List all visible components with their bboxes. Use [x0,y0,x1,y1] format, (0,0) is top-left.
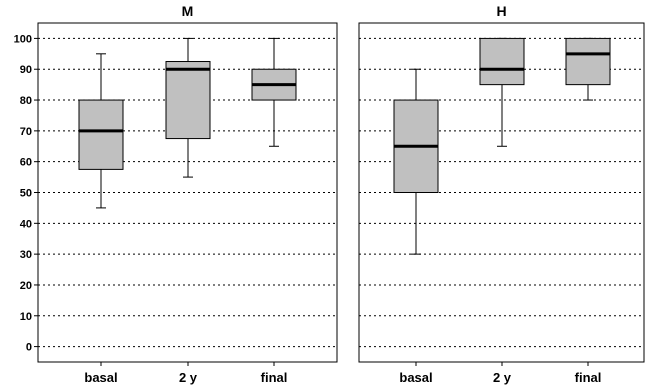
panel-1-2-y-label: 2 y [179,370,198,385]
panel-1-basal-label: basal [84,370,117,385]
panel-2-basal-label: basal [399,370,432,385]
y-tick-label-60: 60 [20,157,32,169]
y-tick-label-90: 90 [20,64,32,76]
y-tick-label-100: 100 [14,33,32,45]
panel-2-final-label: final [575,370,602,385]
panel-1-2-y-box [165,61,211,140]
y-tick-label-20: 20 [20,280,32,292]
panel-2-final-box [565,37,611,86]
y-tick-label-50: 50 [20,188,32,200]
panel-2-2-y-box [479,37,525,86]
y-tick-label-70: 70 [20,126,32,138]
y-tick-label-10: 10 [20,311,32,323]
y-tick-label-30: 30 [20,249,32,261]
y-tick-label-80: 80 [20,95,32,107]
panel-1-basal-box [78,99,124,170]
panel-2-title: H [496,3,506,19]
panel-1-final-label: final [261,370,288,385]
y-tick-label-40: 40 [20,218,32,230]
panel-2-2-y-label: 2 y [493,370,512,385]
panel-1-title: M [182,3,194,19]
y-tick-label-0: 0 [26,342,32,354]
